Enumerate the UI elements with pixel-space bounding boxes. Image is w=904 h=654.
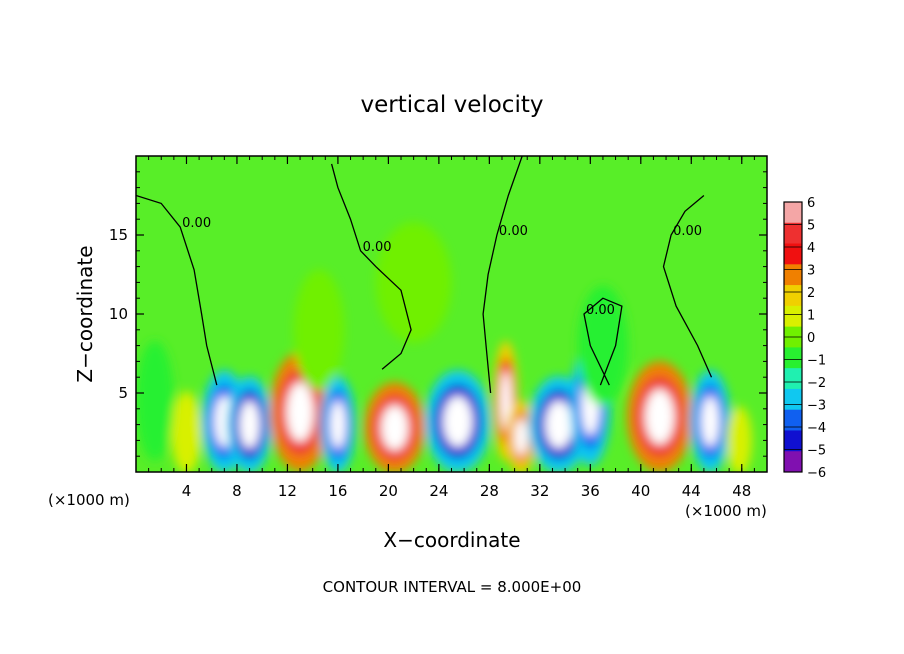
colorbar-swatch [784,264,802,286]
colorbar-swatch [784,243,802,265]
colorbar-swatch [784,368,802,390]
field-cell-14 [136,340,174,461]
field-cell-13 [726,406,752,472]
colorbar-swatch [784,222,802,245]
contour-label-3: 0.00 [586,303,615,318]
contour-label-1: 0.00 [363,240,392,255]
contour-line-4 [662,195,713,378]
x-axis-label: X−coordinate [383,528,520,552]
colorbar-swatch [784,305,802,328]
contour-label-4: 0.00 [673,224,702,239]
x-tick-label: 28 [480,482,499,500]
colorbar-swatch [784,409,802,431]
field-cell-peak-2 [239,400,260,449]
chart-title: vertical velocity [361,92,544,118]
field-cell-16 [293,269,345,390]
y-tick-label: 5 [118,384,128,402]
field-cells [136,222,752,472]
colorbar-label: −1 [807,354,826,369]
x-tick-label: 16 [328,482,347,500]
field-cell-peak-6 [443,395,473,448]
x-unit-right: (×1000 m) [685,502,767,520]
colorbar-label: 3 [807,264,815,279]
zero-contours: 0.00 0.00 0.00 0.00 0.00 [136,156,713,394]
contour-interval-note: CONTOUR INTERVAL = 8.000E+00 [323,578,582,596]
colorbar-label: 2 [807,286,815,301]
colorbar-label: −3 [807,399,826,414]
colorbar-swatch [784,388,802,411]
colorbar-label: −5 [807,444,826,459]
field-cell-peak-8 [514,418,528,456]
colorbar-label: 1 [807,309,815,324]
field-cell-peak-5 [381,405,409,451]
x-tick-label: 48 [732,482,751,500]
field-cell-0 [171,391,202,472]
y-ticks: 5 10 15 [109,171,767,457]
colorbar-label: 6 [807,196,815,211]
colorbar-label: −6 [807,466,826,481]
colorbar-label: 5 [807,219,815,234]
contour-label-0: 0.00 [182,216,211,231]
x-tick-label: 40 [631,482,650,500]
colorbar-swatch [784,202,802,224]
contour-line-2 [482,156,523,394]
colorbar-swatch [784,451,802,473]
y-tick-label: 10 [109,305,128,323]
x-ticks: 4 8 12 16 20 24 28 32 36 40 44 48 [148,156,755,500]
plot-area: 0.00 0.00 0.00 0.00 0.00 [136,156,767,472]
contour-line-3 [583,297,623,386]
colorbar-label: −2 [807,376,826,391]
field-cell-peak-3 [286,382,314,442]
x-tick-label: 8 [232,482,242,500]
x-tick-label: 36 [581,482,600,500]
y-tick-label: 15 [109,226,128,244]
colorbar-swatch [784,347,802,369]
x-unit-left: (×1000 m) [48,491,130,509]
colorbar-swatch [784,430,802,452]
x-tick-label: 4 [182,482,192,500]
x-tick-label: 20 [379,482,398,500]
x-tick-label: 12 [278,482,297,500]
x-tick-label: 32 [530,482,549,500]
field-cell-peak-12 [701,395,720,448]
field-cell-peak-11 [644,388,675,445]
field-cell-17 [375,222,452,343]
field-cell-peak-9 [545,400,573,449]
colorbar-label: 4 [807,241,815,256]
colorbar-swatch [784,285,802,307]
field-cell-peak-4 [329,400,346,449]
x-tick-label: 24 [429,482,448,500]
colorbar-label: −4 [807,421,826,436]
contour-line-0 [136,194,218,386]
colorbar-label: 0 [807,331,815,346]
y-axis-label: Z−coordinate [73,245,97,382]
contour-line-1 [330,163,412,370]
field-cell-15 [577,285,629,406]
contour-label-2: 0.00 [499,224,528,239]
x-tick-label: 44 [682,482,701,500]
colorbar: 6 5 4 3 2 1 0 −1 −2 −3 −4 −5 −6 [783,196,826,481]
